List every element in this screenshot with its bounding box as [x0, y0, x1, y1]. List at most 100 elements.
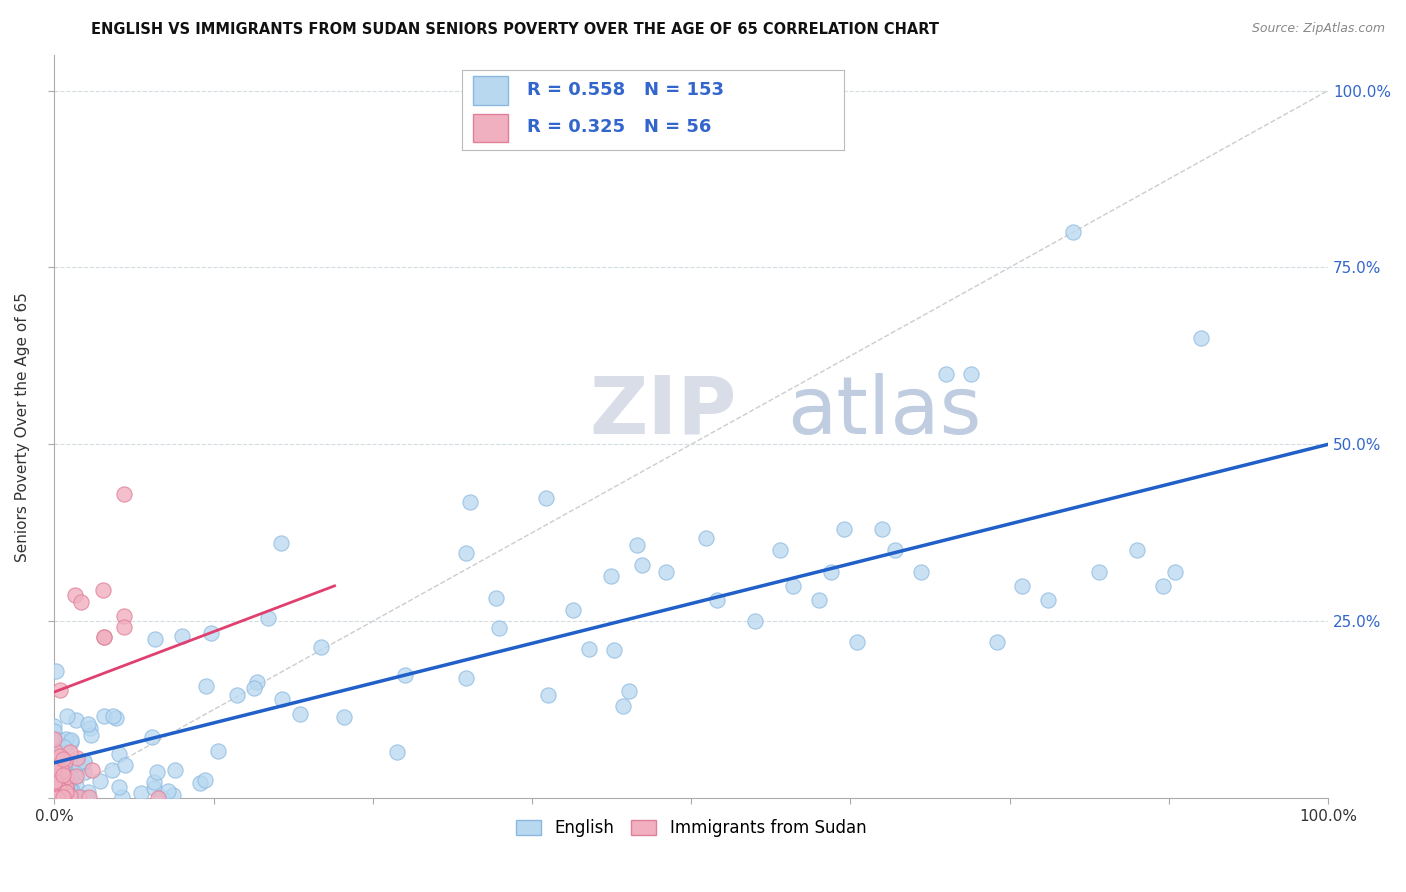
Point [44, 780, 66, 794]
Point [935, 367, 957, 381]
Point [44, 779, 66, 793]
Point [101, 763, 124, 777]
Point [55, 772, 77, 787]
Point [872, 522, 894, 536]
Point [73, 754, 96, 768]
Point [311, 640, 333, 654]
Point [246, 674, 269, 689]
Point [44, 785, 66, 799]
Point [200, 626, 222, 640]
Point [46, 784, 69, 798]
Point [387, 745, 409, 759]
Point [52, 789, 75, 804]
Point [93, 630, 115, 644]
Point [562, 603, 585, 617]
Point [333, 710, 356, 724]
Point [706, 593, 728, 607]
Point [194, 772, 217, 787]
Point [631, 558, 654, 572]
Point [195, 679, 218, 693]
Point [49, 786, 72, 800]
Point [52, 768, 75, 782]
Point [143, 632, 166, 647]
Point [45, 790, 67, 805]
Point [143, 781, 166, 796]
Point [89, 774, 111, 789]
Point [69, 789, 91, 804]
Point [1189, 331, 1212, 345]
Point [172, 629, 194, 643]
Point [72, 791, 94, 805]
Point [56, 709, 79, 723]
Point [46, 781, 69, 796]
Point [1062, 225, 1084, 239]
Point [44, 774, 66, 789]
Point [65, 769, 87, 783]
Point [49, 782, 72, 797]
Point [93, 630, 115, 644]
Point [105, 710, 128, 724]
Point [49, 749, 72, 764]
Point [484, 591, 506, 606]
Point [63, 588, 86, 602]
Point [49, 760, 72, 774]
Point [288, 706, 311, 721]
Point [578, 642, 600, 657]
Point [67, 756, 90, 771]
Point [52, 752, 75, 766]
Point [44, 784, 66, 798]
Point [103, 709, 125, 723]
Point [782, 579, 804, 593]
Text: ZIP: ZIP [589, 373, 737, 450]
Point [1152, 579, 1174, 593]
Point [832, 522, 855, 536]
Point [188, 776, 211, 790]
Point [49, 780, 72, 794]
Point [44, 770, 66, 784]
Point [45, 777, 67, 791]
Point [112, 620, 135, 634]
Point [67, 789, 90, 804]
Point [108, 747, 131, 762]
Point [226, 688, 249, 702]
Point [45, 664, 67, 678]
Point [271, 692, 294, 706]
Point [60, 783, 83, 797]
Point [53, 772, 76, 787]
Point [44, 765, 66, 780]
Point [45, 782, 67, 797]
Point [59, 735, 82, 749]
Y-axis label: Seniors Poverty Over the Age of 65: Seniors Poverty Over the Age of 65 [15, 292, 30, 562]
Point [53, 739, 76, 754]
Point [986, 635, 1008, 649]
Point [53, 754, 76, 768]
Point [488, 621, 510, 635]
Point [58, 789, 80, 804]
Point [162, 789, 184, 803]
Point [44, 764, 66, 778]
Point [80, 763, 103, 777]
Point [44, 764, 66, 778]
Point [63, 764, 86, 778]
Point [44, 731, 66, 746]
Point [1126, 543, 1149, 558]
Point [142, 775, 165, 789]
Point [77, 717, 100, 731]
Point [55, 780, 77, 794]
Point [45, 789, 67, 803]
Point [617, 684, 640, 698]
Point [46, 778, 69, 792]
Point [45, 788, 67, 802]
Point [626, 538, 648, 552]
Point [72, 756, 94, 770]
Point [44, 776, 66, 790]
Point [46, 764, 69, 778]
Point [44, 789, 66, 804]
Point [44, 747, 66, 762]
Point [49, 733, 72, 747]
Point [44, 760, 66, 774]
Point [55, 732, 77, 747]
Point [910, 565, 932, 579]
Point [56, 790, 79, 805]
Point [93, 583, 115, 598]
